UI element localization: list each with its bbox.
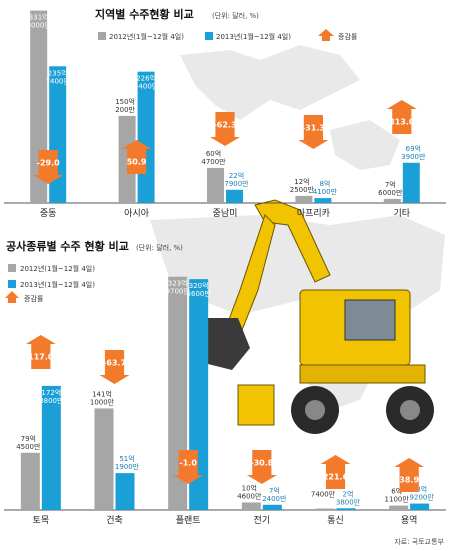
chart2-unit-note: (단위: 달러, %) <box>136 243 183 252</box>
legend-2012-swatch <box>98 32 106 40</box>
bars1-change-cat4-label: 813.0 <box>389 118 415 127</box>
bars2-change-cat0-label: 117.0 <box>28 353 54 362</box>
bars2-label-2013-cat4: 2억 3800만 <box>336 490 361 506</box>
bars2-change-cat2-label: -1.0 <box>179 459 197 468</box>
legend-change-label: 증감률 <box>338 33 358 41</box>
bars1-bar-2012-cat2 <box>207 167 224 203</box>
bars2-category-cat3: 전기 <box>254 515 271 526</box>
bars2-change-cat4-label: 221.6 <box>323 473 349 482</box>
source-note: 자료: 국토교통부 <box>394 537 444 546</box>
chart1-legend: 2012년(1월~12월 4일) 2013년(1월~12월 4일) 증감률 <box>98 29 358 41</box>
bars2-category-cat4: 통신 <box>327 515 344 526</box>
bars2-bar-2012-cat3 <box>241 502 261 510</box>
bars1-bar-2013-cat1 <box>137 71 155 204</box>
legend2-2013-swatch <box>8 280 16 288</box>
bars1-bar-2012-cat3 <box>295 195 313 203</box>
bars1-bar-2013-cat3 <box>314 198 332 203</box>
bars2-label-2013-cat5: 8억 9200만 <box>410 486 435 502</box>
legend2-2013-label: 2013년(1월~12월 4일) <box>20 280 95 289</box>
bars2-category-cat5: 용역 <box>401 515 418 526</box>
bars1-bar-2013-cat4 <box>402 162 420 203</box>
bars1-label-2013-cat2: 22억 7900만 <box>224 172 249 188</box>
bars1-label-2012-cat1: 150억 200만 <box>115 98 135 114</box>
bars1-label-2012-cat4: 7억 6000만 <box>378 181 403 197</box>
legend2-change-swatch <box>5 291 19 303</box>
bars2-category-cat1: 건축 <box>106 515 123 526</box>
bars1-category-cat3: 아프리카 <box>297 208 330 219</box>
chart2-plot: 79억 4500만 172억 3800만 117.0 토목 141억 1000만 51억 1900… <box>4 276 446 526</box>
bars2-bar-2013-cat4 <box>336 508 356 510</box>
bars2-category-cat2: 플랜트 <box>176 515 201 526</box>
bars1-category-cat1: 아시아 <box>124 208 150 219</box>
bars2-change-cat2-arrow <box>173 450 204 484</box>
legend2-2012-swatch <box>8 264 16 272</box>
bars1-change-cat1-label: 50.9 <box>127 158 147 167</box>
bars1-change-cat3-label: -31.3 <box>302 124 325 133</box>
bars2-label-2012-cat0: 79억 4500만 <box>16 435 41 451</box>
bars2-change-cat3-label: -30.8 <box>250 459 273 468</box>
bars2-bar-2012-cat4 <box>315 508 335 510</box>
bars2-bar-2013-cat3 <box>262 504 282 510</box>
bars1-category-cat2: 중남미 <box>213 208 238 219</box>
bars2-label-2013-cat1: 51억 1900만 <box>115 455 140 471</box>
bars1-change-cat2-arrow <box>210 112 240 146</box>
chart2-title: 공사종류별 수주 현황 비교 <box>6 239 129 253</box>
chart1-unit-note: (단위: 달러, %) <box>212 11 259 20</box>
bars1-bar-2013-cat0 <box>49 66 67 203</box>
bars1-change-cat4-arrow <box>386 100 417 134</box>
bars2-change-cat1-arrow <box>99 350 130 384</box>
bars2-label-2012-cat3: 10억 4600만 <box>237 484 262 500</box>
bars2-bar-2013-cat5 <box>410 503 430 510</box>
bars1-label-2013-cat4: 69억 3900만 <box>401 145 426 161</box>
bars2-bar-2012-cat1 <box>94 408 114 510</box>
chart1-plot: 331억 8000만 235억 7400만 -29.0 중동 150억 200만 226억 440… <box>4 10 446 219</box>
bars1-label-2013-cat1: 226억 4400만 <box>134 75 159 91</box>
bars1-label-2012-cat3: 12억 2500만 <box>290 178 315 194</box>
bars2-bar-2013-cat1 <box>115 473 135 510</box>
legend2-change-label: 증감률 <box>24 295 44 303</box>
bars2-change-cat5-label: 38.9 <box>399 476 419 485</box>
bars2-bar-2012-cat0 <box>20 452 40 510</box>
bars1-bar-2012-cat4 <box>383 198 401 203</box>
chart1-title: 지역별 수주현황 비교 <box>95 7 194 21</box>
legend-2013-label: 2013년(1월~12월 4일) <box>216 32 291 41</box>
bars1-label-2013-cat0: 235억 7400만 <box>46 69 71 85</box>
legend-2012-label: 2012년(1월~12월 4일) <box>109 32 184 41</box>
bars2-bar-2013-cat0 <box>41 385 61 510</box>
bars2-change-cat4-arrow <box>320 455 351 489</box>
bars1-category-cat4: 기타 <box>394 208 411 219</box>
bars1-change-cat2-label: -62.3 <box>213 121 236 130</box>
bars1-category-cat0: 중동 <box>40 208 57 219</box>
legend-change-swatch <box>318 29 334 41</box>
bars2-change-cat5-arrow <box>394 458 425 492</box>
bars2-label-2012-cat5: 6억 1100만 <box>385 488 410 504</box>
chart2-legend: 2012년(1월~12월 4일) 2013년(1월~12월 4일) 증감률 <box>5 264 95 303</box>
legend2-2012-label: 2012년(1월~12월 4일) <box>20 264 95 273</box>
bars1-change-cat0-arrow <box>33 150 64 184</box>
bars2-label-2012-cat2: 323억 9700만 <box>166 280 191 296</box>
bars2-category-cat0: 토목 <box>33 515 50 526</box>
bars2-label-2013-cat3: 7억 2400만 <box>262 487 287 503</box>
bars1-label-2012-cat0: 331억 8000만 <box>27 14 52 30</box>
bars1-change-cat0-label: -29.0 <box>37 159 60 168</box>
bars2-label-2012-cat1: 141억 1000만 <box>90 390 115 406</box>
bars1-change-cat1-arrow <box>121 140 152 174</box>
bars2-label-2012-cat4: 7400만 <box>311 490 336 499</box>
excavator-illustration <box>198 199 434 434</box>
bars2-change-cat0-arrow <box>25 335 56 369</box>
legend-2013-swatch <box>205 32 213 40</box>
bars1-change-cat3-arrow <box>298 115 329 149</box>
bars2-bar-2012-cat5 <box>389 505 409 510</box>
bars2-change-cat3-arrow <box>246 450 277 484</box>
bars1-label-2012-cat2: 60억 4700만 <box>201 150 226 166</box>
bars2-change-cat1-label: -63.7 <box>103 359 126 368</box>
bars1-label-2013-cat3: 8억 4100만 <box>313 180 338 196</box>
bars1-bar-2013-cat2 <box>226 189 243 203</box>
bars2-label-2013-cat2: 320억 6600만 <box>187 282 212 298</box>
bars2-label-2013-cat0: 172억 3800만 <box>39 389 64 405</box>
